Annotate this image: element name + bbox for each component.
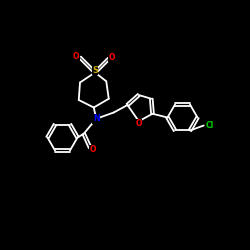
Text: S: S xyxy=(92,66,98,75)
Text: Cl: Cl xyxy=(205,121,214,130)
Text: N: N xyxy=(93,114,100,123)
Text: O: O xyxy=(136,119,142,128)
Text: O: O xyxy=(73,52,80,61)
Text: O: O xyxy=(89,145,96,154)
Text: O: O xyxy=(108,53,115,62)
